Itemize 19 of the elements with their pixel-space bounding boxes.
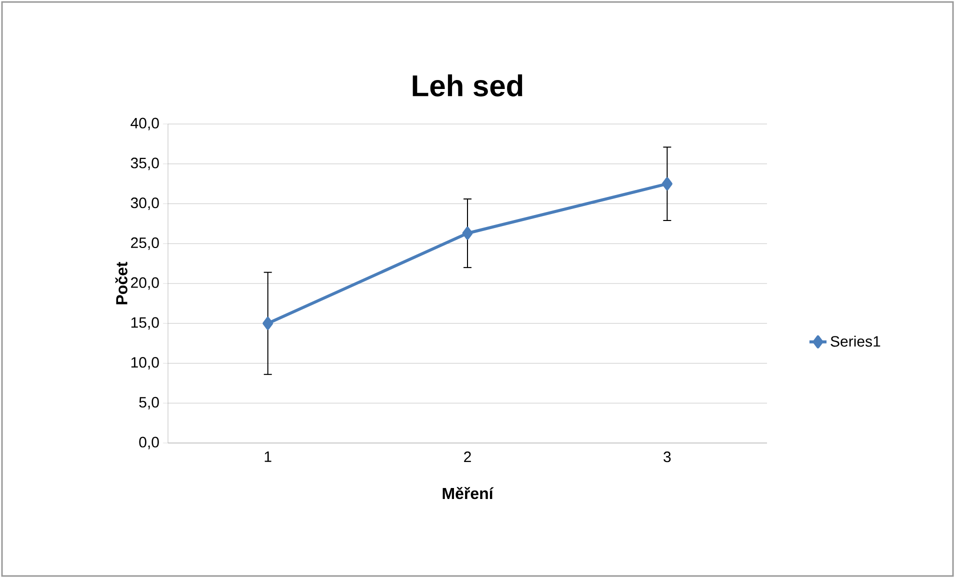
point: [462, 226, 473, 240]
y-tick-label: 25,0: [131, 237, 159, 250]
y-tick-label: 5,0: [139, 396, 159, 410]
chart-title: Leh sed: [412, 74, 522, 96]
y-tick-label: 10,0: [131, 357, 159, 370]
legend-label: Series1: [830, 336, 880, 347]
x-tick-label: 3: [664, 452, 671, 462]
y-axis-title: Počet: [115, 262, 128, 304]
y-tick-label: 30,0: [130, 198, 159, 210]
point: [662, 177, 672, 190]
x-axis-title: Měření: [442, 487, 494, 500]
y-tick-label: 15,0: [131, 317, 159, 330]
y-tick-label: 40,0: [130, 118, 159, 130]
point: [262, 316, 274, 330]
y-tick-label: 0,0: [139, 436, 159, 450]
y-tick-label: 35,0: [130, 158, 159, 170]
x-tick-label: 1: [264, 452, 272, 462]
x-tick-label: 2: [464, 452, 471, 462]
y-tick-label: 20,0: [131, 277, 159, 290]
